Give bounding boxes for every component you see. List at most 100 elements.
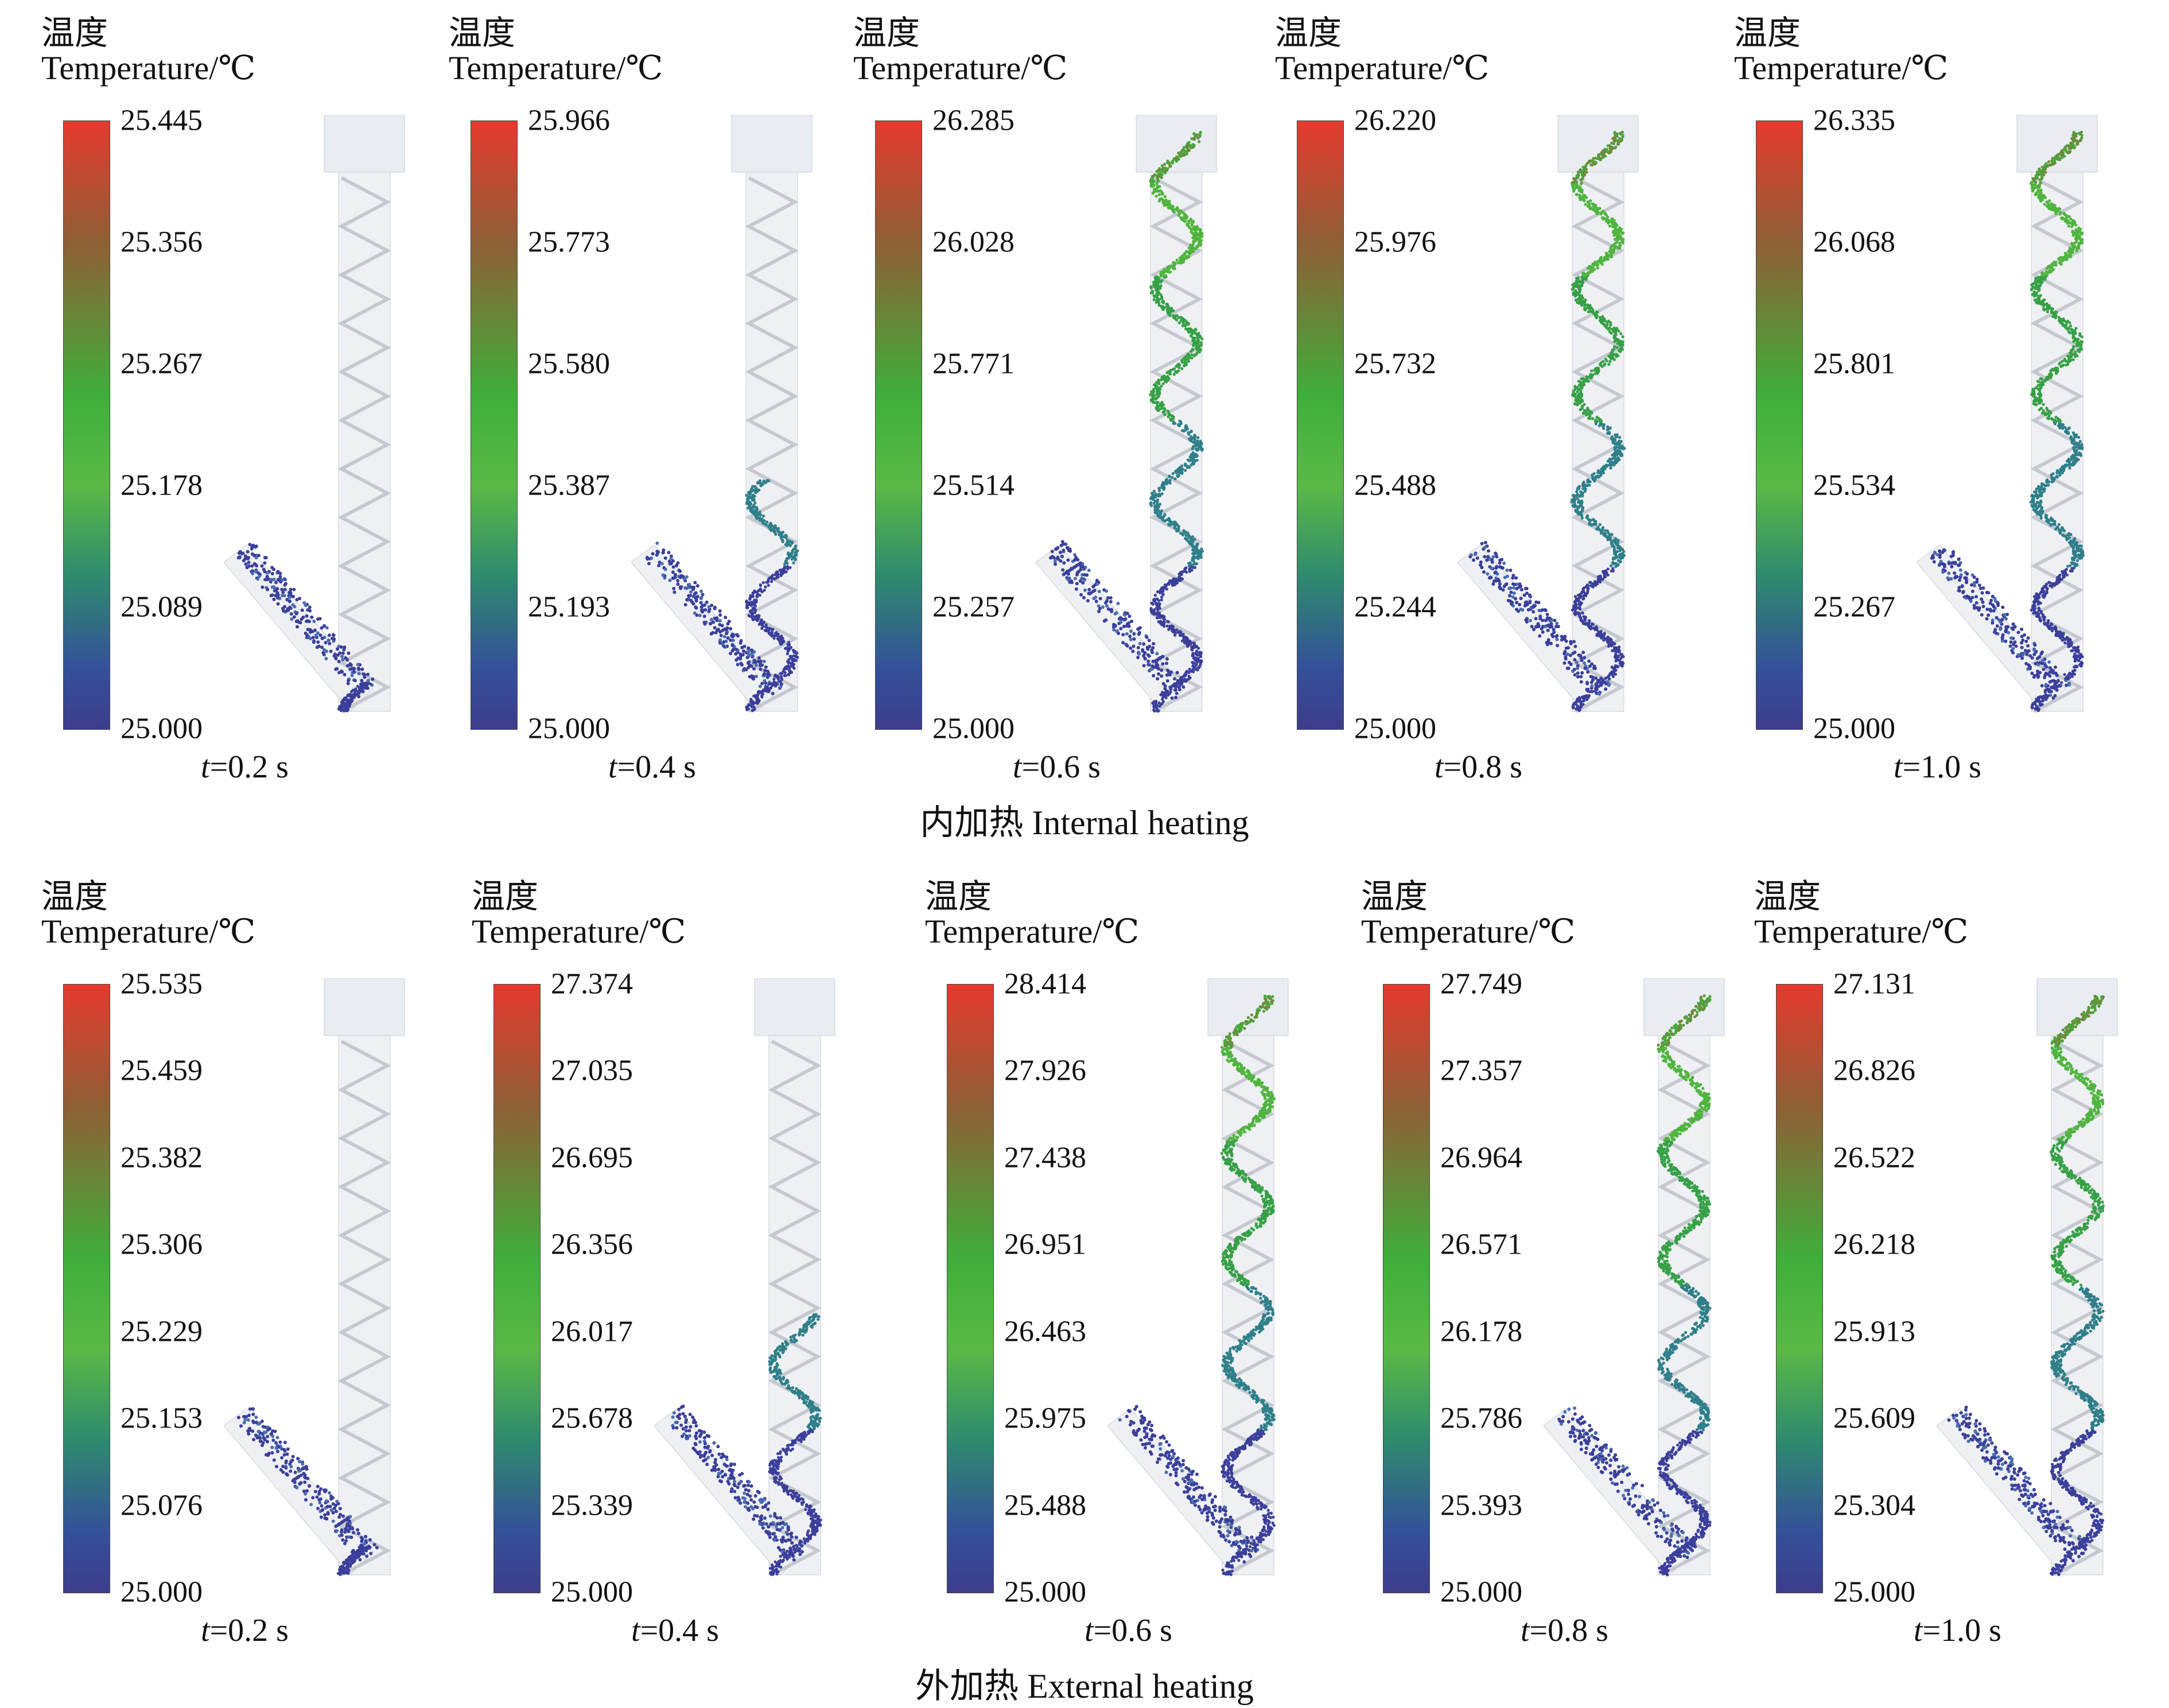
screw-conveyor-render	[1107, 978, 1291, 1598]
time-variable: t	[201, 1613, 210, 1648]
screw-conveyor-render	[1457, 115, 1641, 734]
colorbar-tick-label: 25.257	[932, 590, 1014, 624]
colorbar	[63, 120, 110, 730]
hopper-housing	[755, 978, 835, 1036]
colorbar-tick-label: 25.975	[1004, 1402, 1086, 1435]
colorbar-tick-label: 25.966	[528, 104, 610, 138]
colorbar	[493, 984, 541, 1593]
colorbar-tick-label: 25.000	[120, 712, 203, 746]
time-value: =0.6 s	[1022, 749, 1101, 785]
colorbar-tick-label: 27.035	[551, 1054, 633, 1088]
colorbar-tick-label: 25.387	[528, 469, 610, 503]
colorbar-tick-label: 25.488	[1004, 1488, 1086, 1522]
time-label: t=0.6 s	[1084, 1612, 1172, 1649]
screw-conveyor-render	[1544, 978, 1727, 1598]
legend-title-cn: 温度	[925, 869, 992, 917]
colorbar-tick-label: 25.356	[120, 225, 203, 259]
time-variable: t	[1084, 1613, 1094, 1648]
colorbar-tick-label: 25.609	[1833, 1402, 1915, 1435]
time-value: =0.4 s	[640, 1613, 719, 1648]
colorbar	[63, 984, 110, 1593]
colorbar-tick-label: 25.976	[1354, 225, 1436, 259]
time-variable: t	[631, 1613, 640, 1648]
colorbar-tick-label: 26.218	[1833, 1228, 1915, 1262]
colorbar-tick-label: 25.000	[932, 712, 1014, 746]
colorbar-tick-label: 26.951	[1004, 1228, 1086, 1262]
colorbar	[875, 120, 922, 730]
time-variable: t	[1435, 749, 1444, 785]
time-label: t=0.6 s	[1013, 749, 1101, 785]
colorbar-tick-label: 25.534	[1813, 469, 1895, 503]
time-variable: t	[1914, 1613, 1923, 1648]
legend-title-cn: 温度	[41, 6, 108, 54]
colorbar-tick-label: 26.068	[1813, 225, 1895, 259]
legend-title-cn: 温度	[41, 869, 108, 917]
colorbar-tick-label: 25.193	[528, 590, 610, 624]
colorbar-tick-label: 25.393	[1440, 1488, 1522, 1522]
colorbar-tick-label: 25.153	[120, 1402, 203, 1435]
legend-title-cn: 温度	[1754, 869, 1821, 917]
colorbar-tick-label: 25.076	[120, 1488, 203, 1522]
colorbar-tick-label: 25.000	[1354, 712, 1436, 746]
colorbar-tick-label: 25.580	[528, 347, 610, 381]
colorbar-tick-label: 25.000	[1004, 1575, 1086, 1609]
legend-title-en: Temperature/℃	[925, 912, 1139, 951]
hopper-housing	[1644, 978, 1724, 1036]
colorbar	[1297, 120, 1344, 730]
colorbar-tick-label: 27.131	[1833, 967, 1915, 1001]
time-label: t=0.2 s	[201, 749, 289, 785]
screw-conveyor-render	[224, 978, 407, 1598]
caption-external-heating: 外加热 External heating	[0, 1658, 2169, 1708]
colorbar-tick-label: 26.964	[1440, 1141, 1522, 1174]
colorbar-tick-label: 26.356	[551, 1228, 633, 1262]
colorbar-tick-label: 25.178	[120, 469, 203, 503]
screw-conveyor-render	[654, 978, 838, 1598]
time-value: =0.4 s	[617, 749, 696, 785]
hopper-housing	[1558, 115, 1638, 172]
colorbar-tick-label: 26.335	[1813, 104, 1895, 138]
colorbar-tick-label: 27.438	[1004, 1141, 1086, 1174]
colorbar-tick-label: 25.786	[1440, 1402, 1522, 1435]
colorbar-tick-label: 25.773	[528, 225, 610, 259]
legend-title-en: Temperature/℃	[1734, 48, 1948, 87]
colorbar-tick-label: 25.535	[120, 967, 203, 1001]
colorbar-tick-label: 26.220	[1354, 104, 1436, 138]
colorbar-tick-label: 25.339	[551, 1488, 633, 1522]
time-value: =0.2 s	[210, 1613, 289, 1648]
legend-title-cn: 温度	[472, 869, 538, 917]
time-label: t=0.8 s	[1521, 1612, 1608, 1649]
colorbar-tick-label: 28.414	[1004, 967, 1086, 1001]
colorbar-tick-label: 25.089	[120, 590, 203, 624]
colorbar-tick-label: 25.306	[120, 1228, 203, 1262]
legend-title-en: Temperature/℃	[41, 48, 255, 87]
time-label: t=0.4 s	[631, 1612, 719, 1649]
colorbar-tick-label: 25.000	[1813, 712, 1895, 746]
legend-title-en: Temperature/℃	[41, 912, 255, 951]
colorbar-tick-label: 25.000	[1833, 1575, 1915, 1609]
time-value: =1.0 s	[1923, 1613, 2001, 1648]
time-value: =1.0 s	[1903, 749, 1981, 785]
colorbar-tick-label: 25.000	[551, 1575, 633, 1609]
colorbar-tick-label: 25.267	[1813, 590, 1895, 624]
screw-conveyor-render	[1917, 115, 2100, 734]
colorbar-tick-label: 27.374	[551, 967, 633, 1001]
screw-conveyor-render	[224, 115, 407, 734]
time-variable: t	[1521, 1613, 1530, 1648]
colorbar-tick-label: 26.285	[932, 104, 1014, 138]
screw-conveyor-render	[1036, 115, 1219, 734]
colorbar-tick-label: 25.732	[1354, 347, 1436, 381]
screw-conveyor-render	[1937, 978, 2120, 1598]
colorbar-tick-label: 25.000	[1440, 1575, 1522, 1609]
colorbar-tick-label: 26.028	[932, 225, 1014, 259]
legend-title-en: Temperature/℃	[1361, 912, 1575, 951]
colorbar-tick-label: 25.459	[120, 1054, 203, 1088]
screw-conveyor-render	[631, 115, 815, 734]
time-value: =0.8 s	[1530, 1613, 1608, 1648]
colorbar-tick-label: 25.514	[932, 469, 1014, 503]
colorbar	[1776, 984, 1823, 1593]
